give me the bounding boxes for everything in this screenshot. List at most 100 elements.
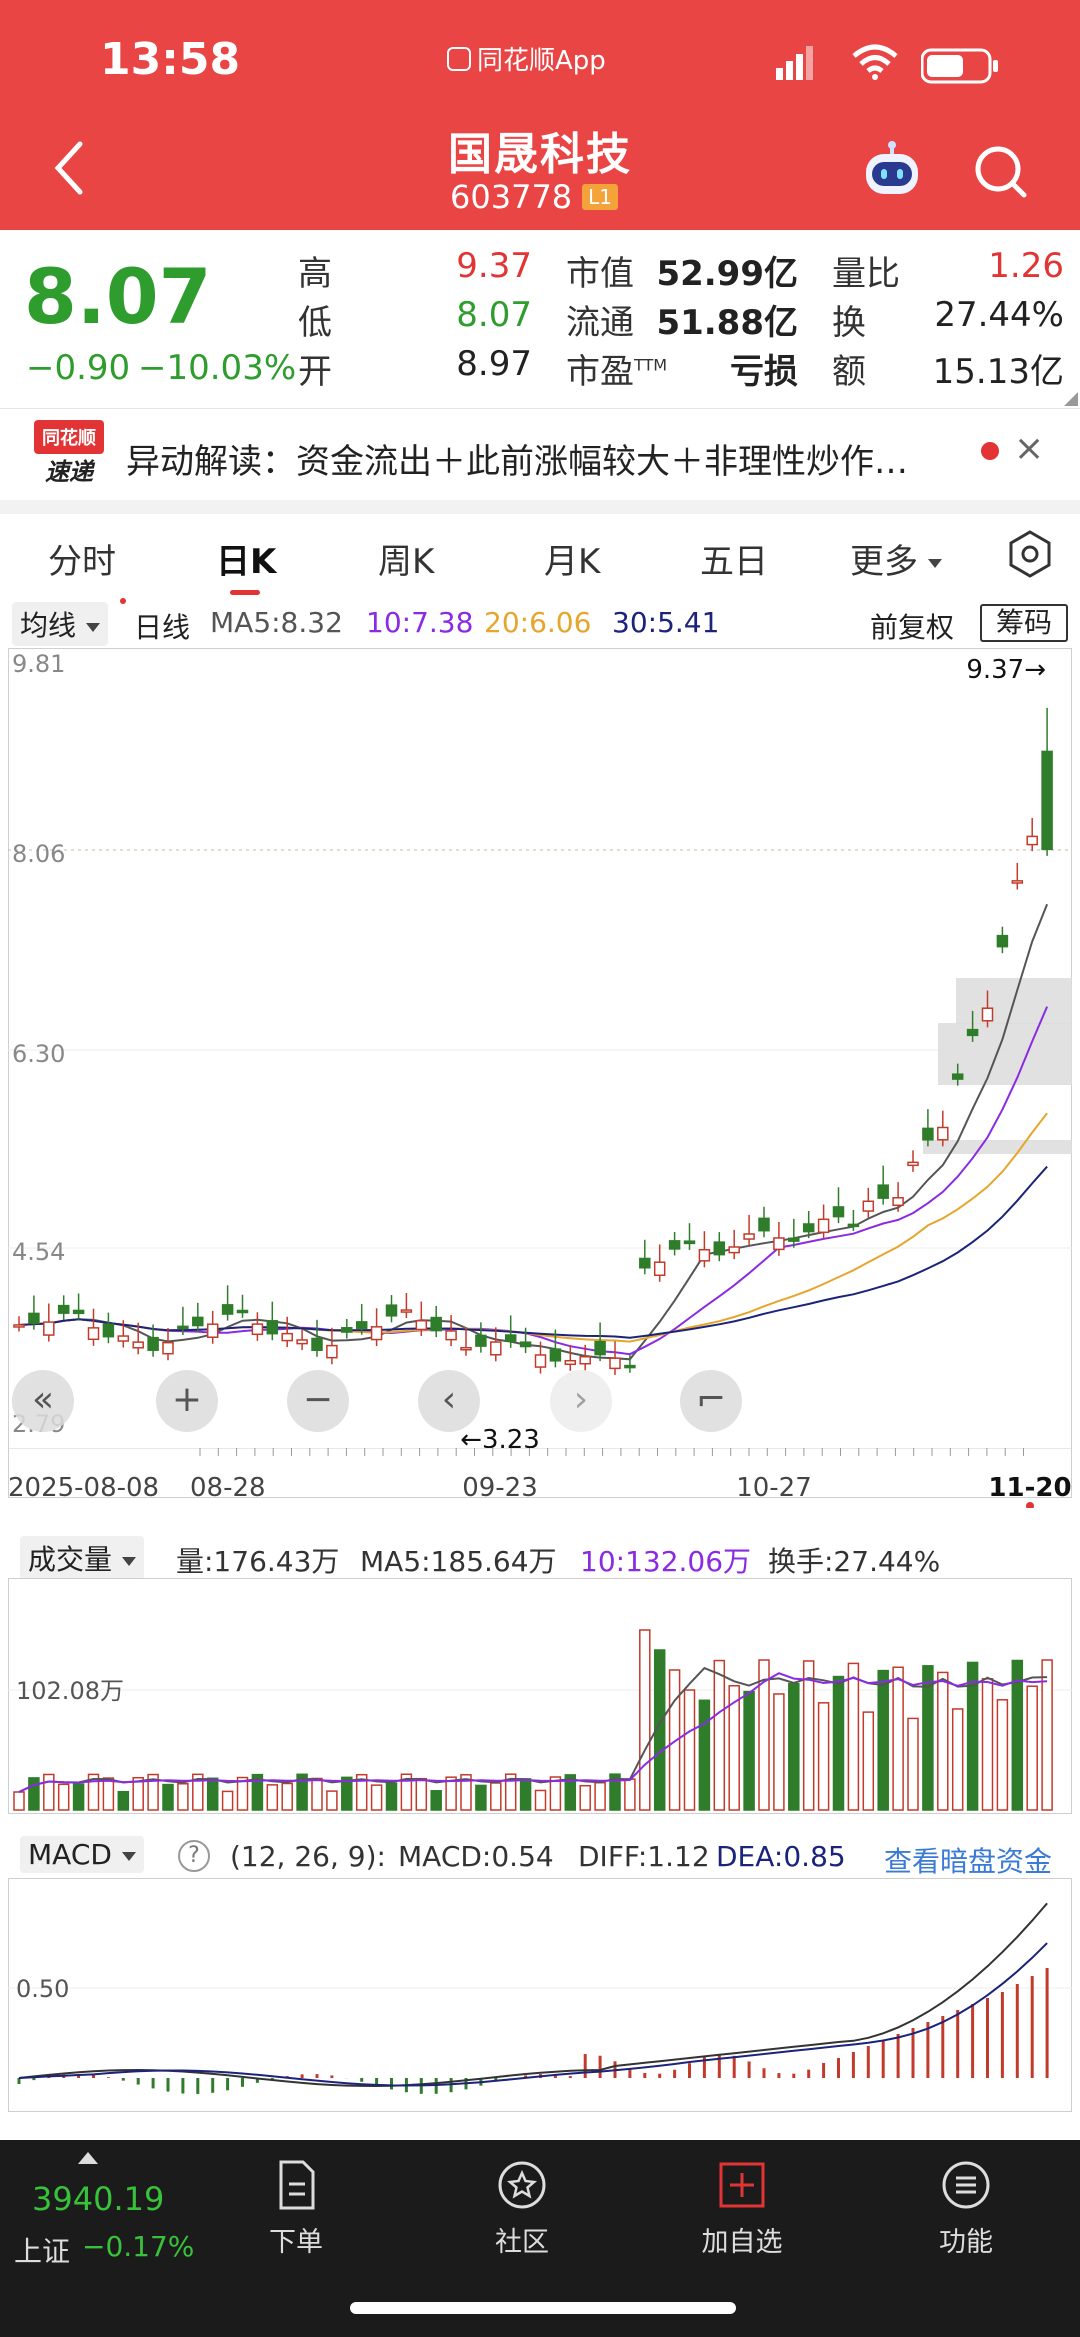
volume-bar — [832, 1675, 845, 1811]
volume-chart[interactable]: 102.08万 — [8, 1578, 1072, 1814]
ma-line — [18, 1165, 1048, 1339]
stock-code-row: 603778 L1 — [450, 178, 619, 216]
candle-body — [698, 1248, 711, 1262]
candle-body — [594, 1340, 606, 1356]
chevron-down-icon — [928, 559, 942, 568]
adjust-mode[interactable]: 前复权 — [870, 611, 955, 644]
candle-body — [519, 1341, 532, 1348]
dark-pool-link[interactable]: 查看暗盘资金 — [884, 1845, 1053, 1878]
scroll-left-fast-button[interactable]: « — [12, 1370, 74, 1432]
nav-community[interactable]: 社区 — [462, 2148, 582, 2259]
nav-functions-label: 功能 — [939, 2227, 993, 2258]
candle-body — [847, 1223, 860, 1228]
zoom-in-button[interactable]: + — [156, 1370, 218, 1432]
volume-bar — [892, 1666, 904, 1811]
volume-bar — [951, 1708, 964, 1811]
volume-bar — [490, 1782, 502, 1811]
volume-y-tick: 102.08万 — [16, 1677, 124, 1705]
candle-body — [192, 1316, 204, 1327]
candle-body — [579, 1356, 591, 1365]
candle-body — [87, 1327, 100, 1341]
volume-bar — [415, 1777, 428, 1811]
settings-hexagon-icon[interactable] — [1004, 528, 1056, 580]
wifi-icon — [852, 44, 898, 80]
search-icon[interactable] — [972, 143, 1028, 199]
index-value[interactable]: 3940.19 — [32, 2180, 165, 2218]
volume-bar — [668, 1669, 681, 1811]
volume-bar — [758, 1659, 770, 1811]
high-label: 高 — [298, 254, 332, 294]
amount-label: 额 — [832, 352, 866, 392]
candle-body — [1026, 835, 1038, 846]
pe-label-text: 市盈 — [566, 352, 634, 392]
back-arrow-icon[interactable] — [48, 138, 92, 198]
quote-panel: 8.07 −0.90 −10.03% 高 9.37 低 8.07 开 8.97 … — [0, 230, 1080, 408]
divider — [0, 408, 1080, 409]
prev-bar-button[interactable]: ‹ — [418, 1370, 480, 1432]
macd-value: MACD:0.54 — [398, 1840, 554, 1873]
candle-body — [922, 1127, 934, 1141]
macd-chart[interactable]: 0.50 — [8, 1878, 1072, 2112]
float-cap-label: 流通 — [566, 303, 634, 343]
candle-body — [72, 1309, 85, 1315]
candle-body — [355, 1321, 368, 1329]
tab-weekly-k[interactable]: 周K — [378, 542, 435, 582]
ma-indicator-select[interactable]: 均线 — [12, 602, 109, 646]
status-app-label: 同花顺App — [447, 40, 606, 77]
ths-express-logo: 同花顺 速递 — [34, 420, 104, 486]
market-cap-label: 市值 — [566, 254, 634, 294]
volume-bar — [519, 1778, 532, 1811]
macd-indicator-select[interactable]: MACD — [20, 1836, 144, 1873]
low-value: 8.07 — [456, 295, 532, 335]
dea-value: DEA:0.85 — [716, 1840, 846, 1873]
volume-ratio-label: 量比 — [832, 254, 900, 294]
pe-label-sup: TTM — [634, 355, 668, 375]
volume-bar — [385, 1782, 398, 1811]
volume-bar — [311, 1777, 323, 1811]
nav-order-label: 下单 — [269, 2227, 323, 2258]
volume-bar — [713, 1659, 726, 1811]
fullscreen-button[interactable]: ⌐ — [680, 1370, 742, 1432]
candle-body — [564, 1359, 577, 1366]
stock-code: 603778 — [450, 178, 573, 216]
volume-bar — [251, 1773, 264, 1811]
nav-functions[interactable]: 功能 — [906, 2148, 1026, 2259]
assistant-robot-icon[interactable] — [860, 140, 924, 200]
anomaly-banner[interactable]: 同花顺 速递 异动解读：资金流出＋此前涨幅较大＋非理性炒作… — [0, 408, 1080, 500]
tab-five-day[interactable]: 五日 — [700, 542, 768, 582]
tab-daily-k[interactable]: 日K — [216, 542, 277, 582]
candle-body — [609, 1357, 621, 1370]
candle-body — [326, 1344, 338, 1359]
volume-value: 量:176.43万 — [176, 1545, 340, 1578]
candle-body — [728, 1246, 740, 1254]
tab-more[interactable]: 更多 — [850, 534, 942, 583]
volume-bar — [802, 1660, 815, 1811]
battery-icon — [921, 48, 998, 84]
community-star-icon — [498, 2161, 546, 2209]
period-label: 日线 — [134, 611, 191, 644]
candle-body — [445, 1330, 457, 1341]
volume-indicator-select[interactable]: 成交量 — [20, 1536, 145, 1580]
y-tick: 8.06 — [12, 840, 65, 868]
nav-order[interactable]: 下单 — [236, 2148, 356, 2259]
volume-bar — [937, 1671, 949, 1811]
ma10-value: 10:7.38 — [366, 606, 474, 639]
last-price: 8.07 — [24, 252, 212, 341]
date-axis: 2025-08-08 08-28 09-23 10-27 11-20 — [8, 1448, 1072, 1508]
candle-body — [937, 1126, 949, 1141]
close-icon[interactable]: × — [1014, 428, 1045, 469]
next-bar-button[interactable]: › — [550, 1370, 612, 1432]
ma-lines — [18, 903, 1049, 1361]
tab-monthly-k[interactable]: 月K — [544, 542, 601, 582]
zoom-out-button[interactable]: − — [287, 1370, 349, 1432]
expand-corner-icon[interactable] — [1064, 392, 1078, 406]
kline-chart[interactable]: 9.81 8.06 6.30 4.54 2.79 9.37→ ←3.23 — [8, 648, 1072, 1498]
help-icon[interactable]: ? — [178, 1840, 210, 1872]
open-value: 8.97 — [456, 344, 532, 384]
tab-intraday[interactable]: 分时 — [48, 542, 116, 582]
nav-add-watchlist[interactable]: 加自选 — [682, 2148, 802, 2259]
volume-bar — [370, 1784, 383, 1811]
candle-body — [490, 1341, 502, 1356]
volume-indicator-label: 成交量 — [28, 1543, 113, 1576]
chip-distribution-button[interactable]: 筹码 — [980, 604, 1068, 642]
